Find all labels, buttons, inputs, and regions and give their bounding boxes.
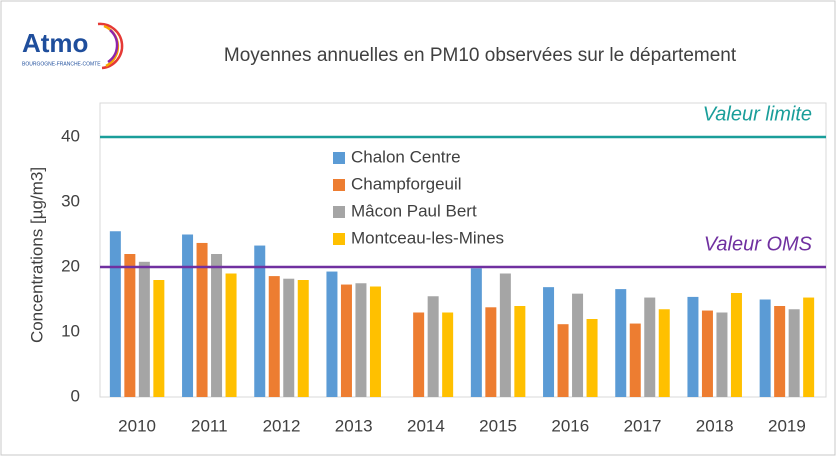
bar bbox=[283, 278, 295, 397]
x-tick-label: 2011 bbox=[191, 416, 228, 435]
bar bbox=[470, 268, 482, 397]
y-tick-label: 10 bbox=[61, 321, 80, 340]
bar bbox=[369, 286, 381, 397]
bar bbox=[225, 273, 237, 397]
legend-swatch bbox=[333, 152, 345, 164]
bar bbox=[716, 312, 728, 397]
y-tick-label: 0 bbox=[71, 386, 80, 405]
legend-swatch bbox=[333, 179, 345, 191]
bar bbox=[268, 276, 280, 397]
x-tick-label: 2016 bbox=[551, 416, 589, 435]
bar bbox=[442, 312, 454, 397]
x-tick-label: 2015 bbox=[479, 416, 517, 435]
bar bbox=[615, 289, 627, 397]
bar bbox=[499, 273, 511, 397]
y-tick-label: 20 bbox=[61, 256, 80, 275]
legend-label: Chalon Centre bbox=[351, 147, 461, 166]
x-tick-label: 2012 bbox=[263, 416, 301, 435]
x-tick-label: 2017 bbox=[624, 416, 662, 435]
bar bbox=[326, 271, 338, 397]
y-axis-label: Concentrations [µg/m3] bbox=[27, 167, 46, 343]
bar bbox=[557, 324, 569, 397]
bar bbox=[730, 293, 742, 397]
y-tick-label: 30 bbox=[61, 191, 80, 210]
logo-region: BOURGOGNE-FRANCHE-COMTE bbox=[22, 61, 101, 67]
bar bbox=[572, 293, 584, 397]
bar bbox=[254, 245, 266, 397]
logo: Atmo BOURGOGNE-FRANCHE-COMTE bbox=[22, 22, 124, 70]
bar bbox=[138, 261, 150, 397]
reference-label: Valeur OMS bbox=[704, 233, 813, 255]
bar bbox=[485, 307, 497, 397]
bar bbox=[211, 254, 223, 397]
x-tick-label: 2010 bbox=[118, 416, 156, 435]
bar bbox=[297, 280, 309, 397]
reference-label: Valeur limite bbox=[703, 103, 812, 125]
logo-arc bbox=[97, 22, 124, 70]
bar bbox=[774, 306, 786, 397]
x-tick-label: 2014 bbox=[407, 416, 445, 435]
bar bbox=[196, 242, 208, 397]
legend-label: Champforgeuil bbox=[351, 174, 462, 193]
bar bbox=[701, 310, 713, 397]
x-tick-label: 2018 bbox=[696, 416, 734, 435]
bar bbox=[658, 309, 670, 397]
bar bbox=[124, 254, 136, 397]
chart-title: Moyennes annuelles en PM10 observées sur… bbox=[224, 45, 737, 66]
bar bbox=[109, 231, 121, 397]
bar bbox=[355, 283, 367, 397]
bar bbox=[153, 280, 165, 397]
legend-label: Montceau-les-Mines bbox=[351, 228, 504, 247]
bar bbox=[427, 296, 439, 397]
bar bbox=[644, 297, 656, 397]
bar bbox=[803, 297, 815, 397]
bar bbox=[586, 319, 598, 397]
logo-name: Atmo bbox=[22, 28, 88, 58]
bar bbox=[514, 306, 526, 397]
x-tick-label: 2019 bbox=[768, 416, 806, 435]
bar bbox=[759, 299, 771, 397]
logo-arc bbox=[107, 29, 119, 64]
bar bbox=[413, 312, 425, 397]
legend-swatch bbox=[333, 233, 345, 245]
bar bbox=[788, 309, 800, 397]
legend-swatch bbox=[333, 206, 345, 218]
bar bbox=[182, 234, 194, 397]
legend-label: Mâcon Paul Bert bbox=[351, 201, 477, 220]
bar bbox=[543, 287, 555, 397]
bar bbox=[340, 284, 352, 397]
bar bbox=[687, 296, 699, 397]
x-tick-label: 2013 bbox=[335, 416, 373, 435]
y-tick-label: 40 bbox=[61, 126, 80, 145]
plot-area bbox=[99, 102, 827, 398]
bar bbox=[629, 323, 641, 397]
